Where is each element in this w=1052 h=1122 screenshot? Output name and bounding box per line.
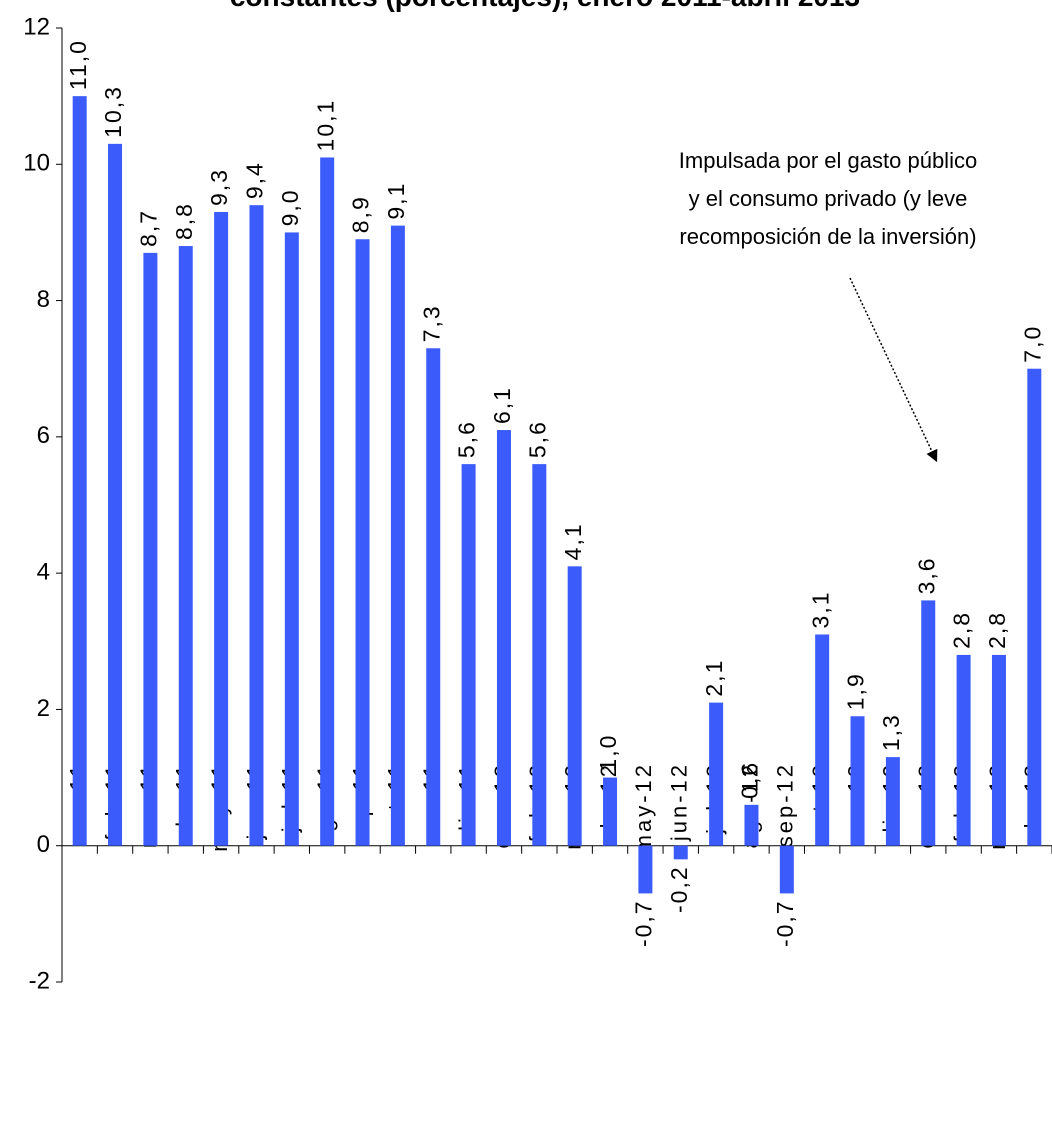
- bar: [1027, 368, 1042, 846]
- bar: [214, 211, 229, 846]
- bar: [355, 239, 370, 846]
- bar: [744, 804, 759, 846]
- bar: [426, 348, 441, 846]
- bar: [72, 96, 87, 846]
- x-tick-label: sep-12: [773, 762, 798, 847]
- bar: [850, 716, 865, 846]
- value-label: 1,0: [595, 734, 621, 772]
- bar: [108, 143, 123, 846]
- value-label: 8,8: [171, 202, 197, 240]
- value-label: 11,0: [65, 39, 91, 90]
- value-label: 8,9: [348, 195, 374, 233]
- y-tick-label: 8: [37, 286, 50, 313]
- value-label: 2,1: [701, 659, 727, 697]
- y-tick-label: 6: [37, 422, 50, 449]
- value-label: 8,7: [135, 209, 161, 247]
- value-label: 9,1: [383, 182, 409, 220]
- x-tick-label: jun-12: [667, 762, 692, 842]
- y-tick-label: 10: [23, 150, 50, 177]
- chart-title: constantes (porcentajes), enero 2011-abr…: [230, 0, 860, 12]
- value-label: 5,6: [454, 420, 480, 458]
- bar: [390, 225, 405, 846]
- y-tick-label: 4: [37, 558, 50, 585]
- bar: [885, 757, 900, 846]
- value-label: -0,7: [630, 899, 656, 947]
- value-label: 9,4: [242, 161, 268, 199]
- value-label: 9,0: [277, 188, 303, 226]
- annotation: recomposición de la inversión): [679, 224, 976, 249]
- value-label: 10,1: [312, 99, 338, 152]
- value-label: 3,1: [807, 590, 833, 628]
- value-label: 7,0: [1019, 325, 1045, 363]
- value-label: 9,3: [206, 168, 232, 206]
- value-label: 2,8: [949, 611, 975, 649]
- y-tick-label: 0: [37, 831, 50, 858]
- bar: [673, 845, 688, 860]
- bar: [921, 600, 936, 846]
- bar: [779, 845, 794, 894]
- x-tick-label: may-12: [631, 762, 656, 853]
- value-label: 0,6: [737, 761, 763, 799]
- value-label: -0,7: [772, 899, 798, 947]
- bar: [603, 777, 618, 846]
- y-tick-label: 12: [23, 13, 50, 40]
- annotation: Impulsada por el gasto público: [679, 148, 977, 173]
- bar: [143, 252, 158, 846]
- bar: [567, 566, 582, 846]
- bar: [461, 464, 476, 846]
- bar: [709, 702, 724, 846]
- bar: [532, 464, 547, 846]
- value-label: -0,2: [666, 865, 692, 913]
- bar: [320, 157, 335, 846]
- y-tick-label: -2: [29, 967, 50, 994]
- value-label: 10,3: [100, 85, 126, 138]
- value-label: 3,6: [913, 556, 939, 594]
- value-label: 2,8: [984, 611, 1010, 649]
- value-label: 1,9: [843, 672, 869, 710]
- y-tick-label: 2: [37, 695, 50, 722]
- bar: [496, 430, 511, 846]
- value-label: 4,1: [560, 522, 586, 560]
- bar: [249, 205, 264, 846]
- bar: [178, 246, 193, 846]
- value-label: 5,6: [524, 420, 550, 458]
- bar: [956, 654, 971, 846]
- bar: [284, 232, 299, 846]
- annotation: y el consumo privado (y leve: [689, 186, 968, 211]
- bar: [991, 654, 1006, 846]
- value-label: 6,1: [489, 386, 515, 424]
- bar: [638, 845, 653, 894]
- bar: [815, 634, 830, 846]
- value-label: 7,3: [418, 304, 444, 342]
- annotation-arrow: [849, 277, 938, 463]
- value-label: 1,3: [878, 713, 904, 751]
